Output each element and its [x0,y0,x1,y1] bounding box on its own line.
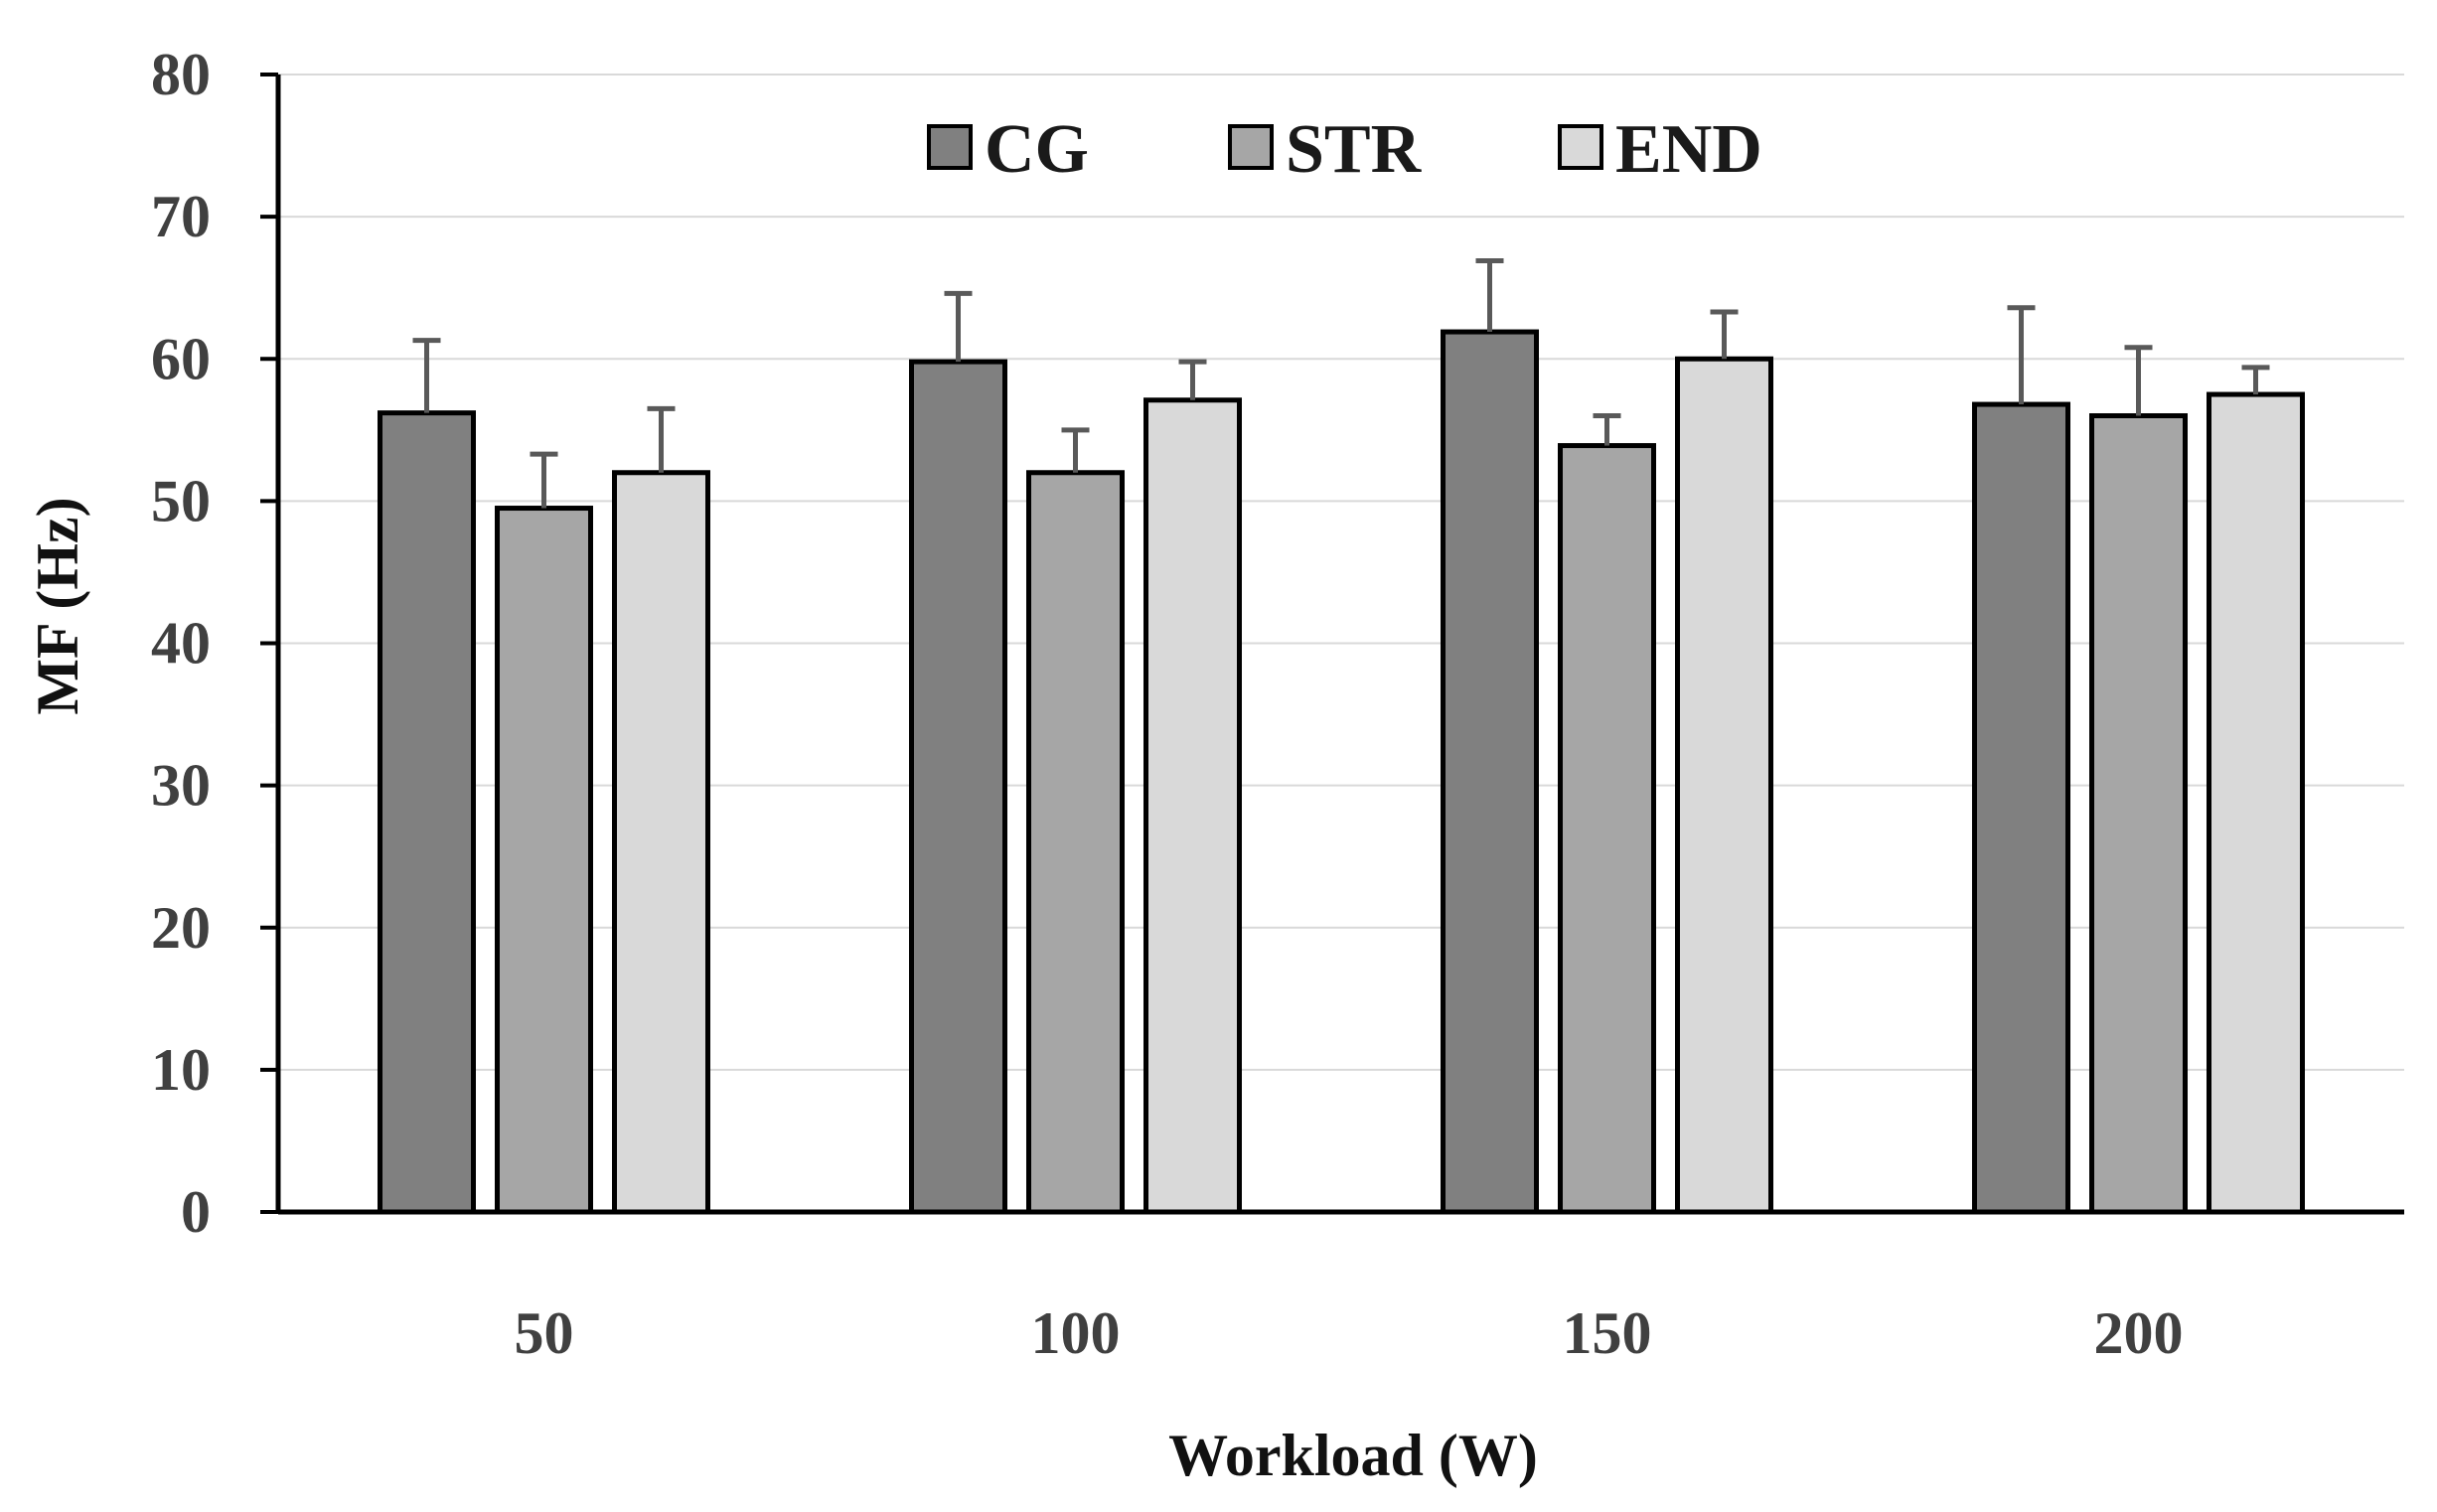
y-axis-title: MF (Hz) [25,497,90,714]
bar-end-50 [612,470,710,1215]
bar-end-150 [1675,356,1773,1215]
bar-str-50 [495,506,593,1215]
bar-str-150 [1558,443,1656,1215]
bar-cg-50 [378,410,476,1215]
axes [260,73,2404,1215]
bar-str-200 [2089,413,2188,1215]
legend-swatch-end [1558,124,1603,170]
bar-cg-200 [1972,401,2070,1215]
bar-end-100 [1143,397,1242,1215]
x-tick-label: 150 [1563,1300,1652,1366]
gridlines [278,74,2404,1071]
bar-end-200 [2207,391,2305,1215]
bar-str-100 [1026,470,1125,1215]
x-tick-label: 50 [515,1300,574,1366]
bar-cg-100 [909,359,1007,1215]
x-tick-label: 200 [2094,1300,2184,1366]
y-tick-labels: 0 10 20 30 40 50 60 70 80 [151,42,211,1245]
y-tick-label: 40 [151,611,211,677]
x-tick-label: 100 [1031,1300,1121,1366]
y-tick-label: 80 [151,42,211,107]
y-tick-label: 30 [151,753,211,819]
y-tick-label: 0 [181,1179,211,1245]
y-tick-label: 10 [151,1037,211,1103]
legend-swatch-cg [927,124,973,170]
legend-label-cg: CG [985,111,1089,188]
error-bars [412,257,2270,509]
bar-cg-150 [1441,329,1539,1215]
legend-label-str: STR [1286,111,1423,188]
x-tick-labels: 50 100 150 200 [515,1300,2184,1366]
legend: CG STR END [927,111,1762,188]
x-axis-title: Workload (W) [1168,1423,1538,1488]
y-tick-label: 70 [151,184,211,249]
y-tick-label: 60 [151,326,211,391]
bars [378,329,2305,1215]
y-tick-label: 20 [151,895,211,961]
legend-swatch-str [1228,124,1274,170]
legend-label-end: END [1615,111,1762,188]
y-tick-label: 50 [151,468,211,533]
